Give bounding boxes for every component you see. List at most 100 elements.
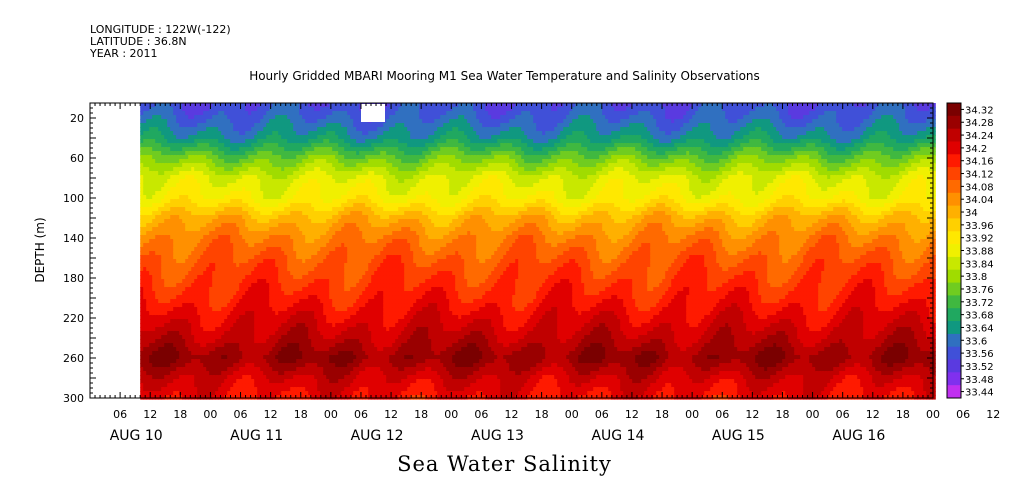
heatmap-cell (182, 279, 186, 284)
heatmap-cell (173, 379, 177, 384)
heatmap-cell (227, 183, 231, 188)
heatmap-cell (170, 183, 174, 188)
heatmap-cell (203, 307, 207, 312)
latitude-label: LATITUDE : 36.8N (90, 36, 231, 48)
heatmap-cell (191, 103, 195, 108)
heatmap-cell (143, 363, 147, 368)
heatmap-cell (164, 319, 168, 324)
heatmap-cell (158, 163, 162, 168)
heatmap-cell (182, 175, 186, 180)
heatmap-cell (212, 299, 216, 304)
heatmap-cell (215, 247, 219, 252)
heatmap-cell (203, 159, 207, 164)
heatmap-cell (167, 387, 171, 392)
heatmap-cell (173, 159, 177, 164)
heatmap-cell (149, 135, 153, 140)
heatmap-cell (149, 103, 153, 108)
heatmap-cell (146, 339, 150, 344)
heatmap-cell (227, 267, 231, 272)
heatmap-cell (188, 251, 192, 256)
heatmap-cell (179, 311, 183, 316)
heatmap-cell (230, 163, 234, 168)
heatmap-cell (218, 367, 222, 372)
heatmap-cell (188, 227, 192, 232)
heatmap-cell (236, 307, 240, 312)
heatmap-cell (200, 251, 204, 256)
heatmap-cell (173, 383, 177, 388)
heatmap-cell (191, 107, 195, 112)
heatmap-cell (218, 139, 222, 144)
heatmap-cell (209, 335, 213, 340)
heatmap-cell (236, 311, 240, 316)
heatmap-cell (224, 339, 228, 344)
heatmap-cell (164, 243, 168, 248)
heatmap-cell (209, 359, 213, 364)
heatmap-cell (188, 139, 192, 144)
heatmap-cell (209, 195, 213, 200)
heatmap-cell (155, 127, 159, 132)
heatmap-cell (179, 275, 183, 280)
heatmap-cell (182, 315, 186, 320)
heatmap-cell (194, 311, 198, 316)
heatmap-cell (149, 255, 153, 260)
heatmap-cell (146, 219, 150, 224)
heatmap-cell (224, 319, 228, 324)
heatmap-cell (209, 331, 213, 336)
heatmap-cell (140, 127, 144, 132)
heatmap-cell (212, 291, 216, 296)
heatmap-cell (179, 123, 183, 128)
heatmap-cell (191, 239, 195, 244)
heatmap-cell (191, 171, 195, 176)
heatmap-cell (167, 303, 171, 308)
heatmap-cell (167, 371, 171, 376)
heatmap-cell (230, 335, 234, 340)
heatmap-cell (176, 155, 180, 160)
heatmap-cell (167, 175, 171, 180)
heatmap-cell (206, 195, 210, 200)
heatmap-cell (221, 191, 225, 196)
heatmap-cell (233, 367, 237, 372)
heatmap-cell (179, 271, 183, 276)
heatmap-cell (215, 371, 219, 376)
heatmap-cell (212, 251, 216, 256)
heatmap-cell (224, 127, 228, 132)
heatmap-cell (182, 155, 186, 160)
heatmap-cell (194, 351, 198, 356)
heatmap-cell (224, 283, 228, 288)
heatmap-cell (140, 363, 144, 368)
heatmap-cell (197, 323, 201, 328)
heatmap-cell (185, 355, 189, 360)
heatmap-cell (170, 299, 174, 304)
heatmap-cell (158, 375, 162, 380)
heatmap-cell (161, 175, 165, 180)
heatmap-cell (206, 219, 210, 224)
heatmap-cell (215, 215, 219, 220)
heatmap-cell (158, 271, 162, 276)
heatmap-cell (155, 147, 159, 152)
heatmap-cell (146, 187, 150, 192)
heatmap-cell (173, 323, 177, 328)
heatmap-cell (197, 307, 201, 312)
heatmap-cell (152, 295, 156, 300)
heatmap-cell (149, 375, 153, 380)
heatmap-cell (176, 207, 180, 212)
heatmap-cell (227, 119, 231, 124)
heatmap-cell (149, 247, 153, 252)
heatmap-cell (209, 135, 213, 140)
heatmap-cell (203, 155, 207, 160)
heatmap-cell (233, 263, 237, 268)
heatmap-cell (206, 127, 210, 132)
heatmap-cell (212, 275, 216, 280)
heatmap-cell (212, 395, 216, 400)
heatmap-cell (233, 287, 237, 292)
heatmap-cell (158, 295, 162, 300)
heatmap-cell (161, 191, 165, 196)
heatmap-cell (200, 191, 204, 196)
heatmap-cell (149, 195, 153, 200)
heatmap-cell (179, 207, 183, 212)
heatmap-cell (221, 203, 225, 208)
heatmap-cell (227, 175, 231, 180)
heatmap-cell (143, 211, 147, 216)
heatmap-cell (227, 359, 231, 364)
heatmap-cell (173, 367, 177, 372)
